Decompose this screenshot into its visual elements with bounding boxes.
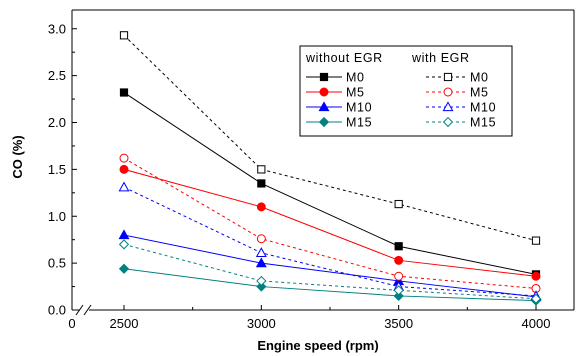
legend-marker-without-egr-m10 (318, 101, 330, 112)
data-point-with-egr-m15 (530, 293, 542, 304)
y-tick-label: 1.0 (48, 209, 66, 224)
data-point-with-egr-m5 (394, 271, 404, 281)
data-point-without-egr-m0 (119, 88, 129, 97)
series-line-without-egr-m15 (123, 268, 537, 302)
data-point-with-egr-m15 (256, 275, 267, 287)
legend-marker-without-egr-m0 (319, 72, 329, 82)
data-point-with-egr-m10 (118, 181, 130, 192)
x-tick-label: 0 (68, 316, 75, 331)
axes: 0.0 0.5 1.0 1.5 2.0 2.5 3.0 0 2500 3000 3500 4000 (48, 9, 575, 331)
data-point-with-egr-m0 (119, 31, 129, 40)
data-point-with-egr-m15 (393, 285, 404, 296)
legend-label-with-egr-m15: M15 (470, 116, 496, 130)
y-tick-label: 1.5 (48, 162, 66, 177)
series-line-with-egr-m10 (123, 186, 537, 297)
data-point-without-egr-m5 (531, 271, 541, 281)
legend-label-without-egr-m0: M0 (346, 71, 365, 85)
legend-header-without-egr: without EGR (305, 51, 383, 65)
series-with-egr-m15 (118, 239, 542, 304)
data-point-without-egr-m15 (256, 281, 267, 292)
series-line-without-egr-m10 (123, 234, 537, 298)
y-tick-label: 3.0 (48, 21, 66, 36)
data-point-without-egr-m5 (394, 255, 404, 265)
data-point-without-egr-m0 (257, 179, 266, 188)
legend-box (299, 45, 513, 137)
series-layer (118, 31, 542, 306)
series-line-without-egr-m0 (123, 92, 537, 275)
series-with-egr-m5 (119, 153, 541, 293)
series-line-with-egr-m5 (123, 157, 537, 289)
data-point-without-egr-m5 (119, 164, 129, 174)
x-tick-label: 3000 (247, 316, 276, 331)
series-line-with-egr-m0 (123, 34, 537, 242)
legend-marker-without-egr-m15 (318, 116, 330, 128)
series-line-with-egr-m15 (123, 243, 537, 300)
data-point-without-egr-m5 (256, 202, 266, 212)
y-axis-title: CO (%) (10, 135, 25, 178)
x-axis-title: Engine speed (rpm) (257, 338, 378, 353)
series-without-egr-m5 (119, 164, 541, 281)
y-tick-label: 2.5 (48, 68, 66, 83)
axis-break-mark (75, 304, 84, 316)
series-without-egr-m15 (118, 263, 542, 306)
data-point-with-egr-m0 (394, 199, 403, 209)
legend-marker-with-egr-m15 (442, 116, 454, 128)
legend-marker-without-egr-m5 (319, 87, 329, 97)
data-point-without-egr-m10 (255, 257, 267, 268)
data-point-with-egr-m5 (119, 153, 129, 163)
legend-label-without-egr-m5: M5 (346, 86, 365, 100)
data-point-without-egr-m15 (393, 290, 404, 302)
x-tick-label: 4000 (522, 316, 551, 331)
legend-label-with-egr-m5: M5 (470, 86, 489, 100)
legend-label-without-egr-m15: M15 (346, 116, 372, 130)
data-point-with-egr-m0 (531, 236, 541, 245)
axis-break-mark (83, 304, 92, 316)
series-with-egr-m0 (119, 31, 541, 245)
data-point-with-egr-m5 (256, 234, 266, 244)
legend-marker-with-egr-m5 (443, 87, 453, 97)
series-without-egr-m10 (118, 229, 542, 302)
legend-label-with-egr-m0: M0 (470, 71, 489, 85)
x-tick-label: 3500 (384, 316, 413, 331)
y-tick-label: 0.5 (48, 256, 66, 271)
data-point-with-egr-m10 (255, 247, 267, 257)
legend-marker-with-egr-m10 (442, 101, 454, 112)
x-tick-label: 2500 (110, 316, 139, 331)
y-tick-label: 2.0 (48, 115, 66, 130)
legend-header-with-egr: with EGR (411, 51, 470, 65)
series-line-without-egr-m5 (123, 168, 537, 277)
data-point-without-egr-m10 (118, 229, 130, 240)
legend-label-without-egr-m10: M10 (346, 101, 372, 115)
y-tick-label: 0.0 (48, 303, 66, 318)
legend-label-with-egr-m10: M10 (470, 101, 496, 115)
series-with-egr-m10 (118, 181, 542, 301)
data-point-without-egr-m0 (394, 242, 403, 251)
data-point-with-egr-m0 (257, 165, 266, 174)
data-point-with-egr-m15 (118, 239, 130, 250)
data-point-without-egr-m15 (118, 263, 130, 274)
legend-marker-with-egr-m0 (443, 72, 453, 82)
